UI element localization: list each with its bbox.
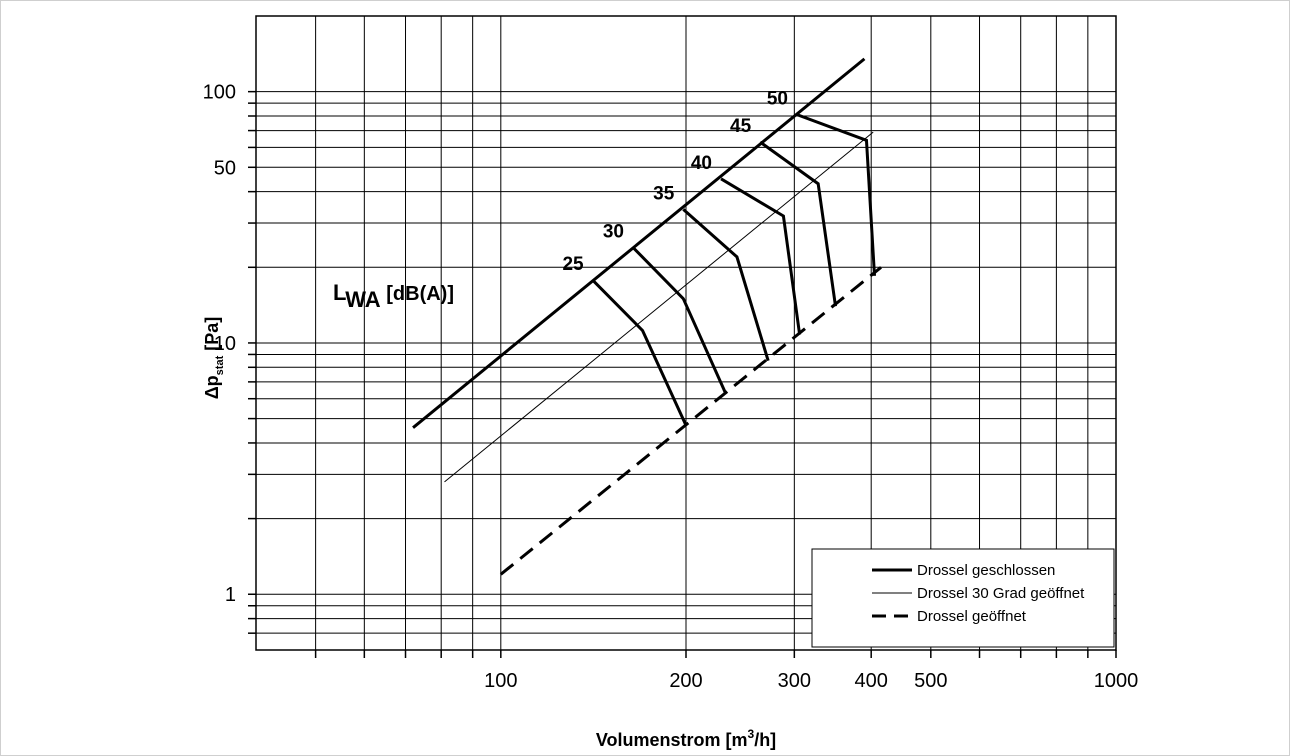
legend-label-geoeffnet: Drossel geöffnet [917,608,1027,625]
x-tick-label: 300 [778,670,811,692]
isoline-label-30: 30 [603,221,624,242]
isoline-label-25: 25 [562,254,584,275]
series-line-0 [412,57,866,429]
y-tick-label: 1 [225,584,236,606]
x-tick-label: 500 [914,670,947,692]
legend: Drossel geschlossen Drossel 30 Grad geöf… [811,548,1115,648]
isoline-label-35: 35 [653,183,675,204]
isoline-40 [720,177,802,335]
labels-layer: 25 30 35 40 45 50 [562,89,788,275]
x-tick-label: 400 [855,670,888,692]
isoline-label-40: 40 [691,153,712,174]
isoline-layer [591,113,877,426]
x-tick-label: 100 [484,670,517,692]
isoline-25 [591,278,688,426]
lwa-annotation: LWA [dB(A)] [333,280,454,312]
isoline-label-50: 50 [767,89,788,110]
x-axis-title: Volumenstrom [m3/h] [596,727,776,750]
isoline-30 [631,246,728,394]
y-axis-title: Δpstat [Pa] [202,317,226,400]
y-tick-label: 10 [214,333,236,355]
isoline-45 [759,140,837,307]
series-line-1 [444,131,874,483]
isoline-label-45: 45 [730,116,752,137]
series-layer [412,57,882,576]
grid-layer [255,15,1117,651]
y-tick-label: 50 [214,157,236,179]
ticks-layer: 100 200 300 400 500 1000 1 10 50 100 [203,82,1139,692]
isoline-35 [682,208,770,362]
y-tick-label: 100 [203,82,236,104]
x-tick-label: 1000 [1094,670,1139,692]
legend-label-geschlossen: Drossel geschlossen [917,562,1055,579]
series-line-2 [499,266,882,576]
legend-label-30-grad: Drossel 30 Grad geöffnet [917,585,1085,602]
x-tick-label: 200 [669,670,702,692]
isoline-50 [796,113,877,276]
legend-box [811,548,1115,648]
